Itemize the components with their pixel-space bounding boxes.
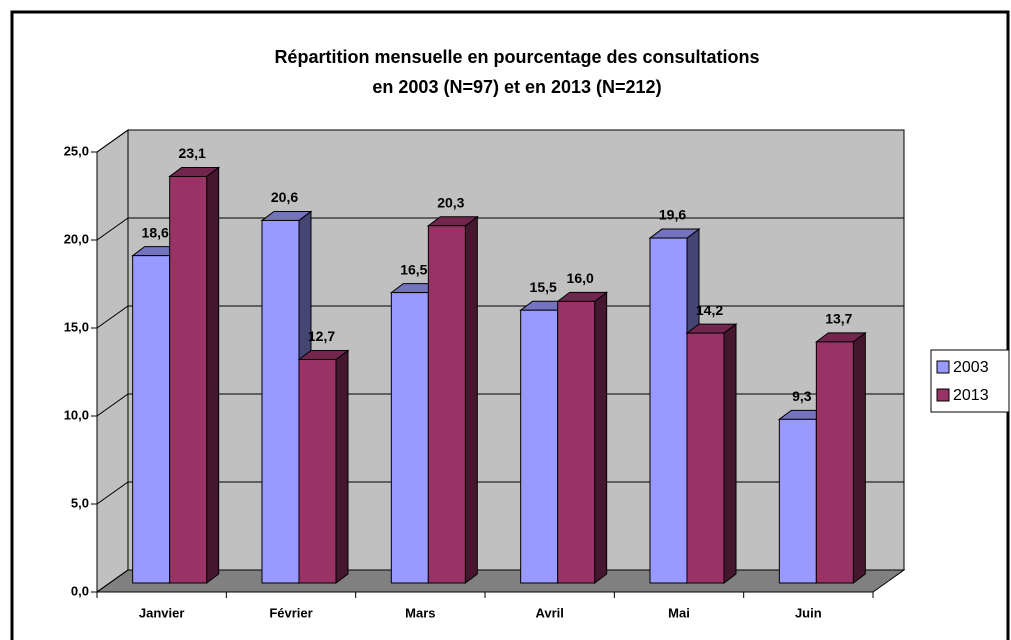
legend-swatch <box>936 360 950 374</box>
chart-title: en 2003 (N=97) et en 2013 (N=212) <box>372 77 661 97</box>
x-tick-label: Mai <box>668 605 690 620</box>
y-tick-label: 5,0 <box>71 495 89 510</box>
chart-title: Répartition mensuelle en pourcentage des… <box>274 47 759 67</box>
legend-label: 2013 <box>953 387 989 404</box>
bar-side <box>852 331 866 584</box>
bar-side <box>464 215 478 584</box>
x-tick-label: Février <box>269 605 312 620</box>
bar-side <box>723 323 737 584</box>
value-label: 14,2 <box>696 302 723 318</box>
x-tick-label: Janvier <box>139 605 185 620</box>
value-label: 16,0 <box>567 270 594 286</box>
bar <box>298 358 337 584</box>
x-tick-label: Mars <box>405 605 435 620</box>
bar <box>520 309 559 584</box>
value-label: 9,3 <box>792 388 812 404</box>
grid-line <box>96 217 904 241</box>
grid-line <box>96 569 904 593</box>
bar <box>649 237 688 584</box>
bar-side <box>206 166 220 584</box>
legend-swatch <box>936 388 950 402</box>
grid-line <box>96 481 904 505</box>
bar <box>815 341 854 584</box>
value-label: 18,6 <box>142 224 169 240</box>
value-label: 12,7 <box>308 328 335 344</box>
grid-line <box>96 305 904 329</box>
bar <box>261 219 300 584</box>
value-label: 13,7 <box>825 311 852 327</box>
bar-side <box>594 291 608 584</box>
y-tick-label: 20,0 <box>64 231 89 246</box>
grid-line <box>96 129 904 153</box>
x-tick-label: Avril <box>535 605 563 620</box>
x-tick-label: Juin <box>795 605 822 620</box>
bar <box>132 255 171 584</box>
bar <box>557 300 596 584</box>
y-tick-label: 10,0 <box>64 407 89 422</box>
value-label: 16,5 <box>400 261 427 277</box>
side-wall <box>96 129 129 593</box>
value-label: 20,3 <box>437 194 464 210</box>
y-tick-label: 25,0 <box>64 143 89 158</box>
bar <box>778 418 817 584</box>
y-tick-label: 15,0 <box>64 319 89 334</box>
legend-label: 2003 <box>953 359 989 376</box>
value-label: 19,6 <box>659 207 686 223</box>
legend-box <box>930 349 1010 413</box>
bar <box>390 292 429 584</box>
value-label: 15,5 <box>530 279 557 295</box>
value-label: 20,6 <box>271 189 298 205</box>
bar-side <box>335 349 349 584</box>
grid-line <box>96 393 904 417</box>
bar <box>169 175 208 584</box>
bar <box>686 332 725 584</box>
y-tick-label: 0,0 <box>71 583 89 598</box>
bar <box>427 225 466 584</box>
value-label: 23,1 <box>179 145 206 161</box>
